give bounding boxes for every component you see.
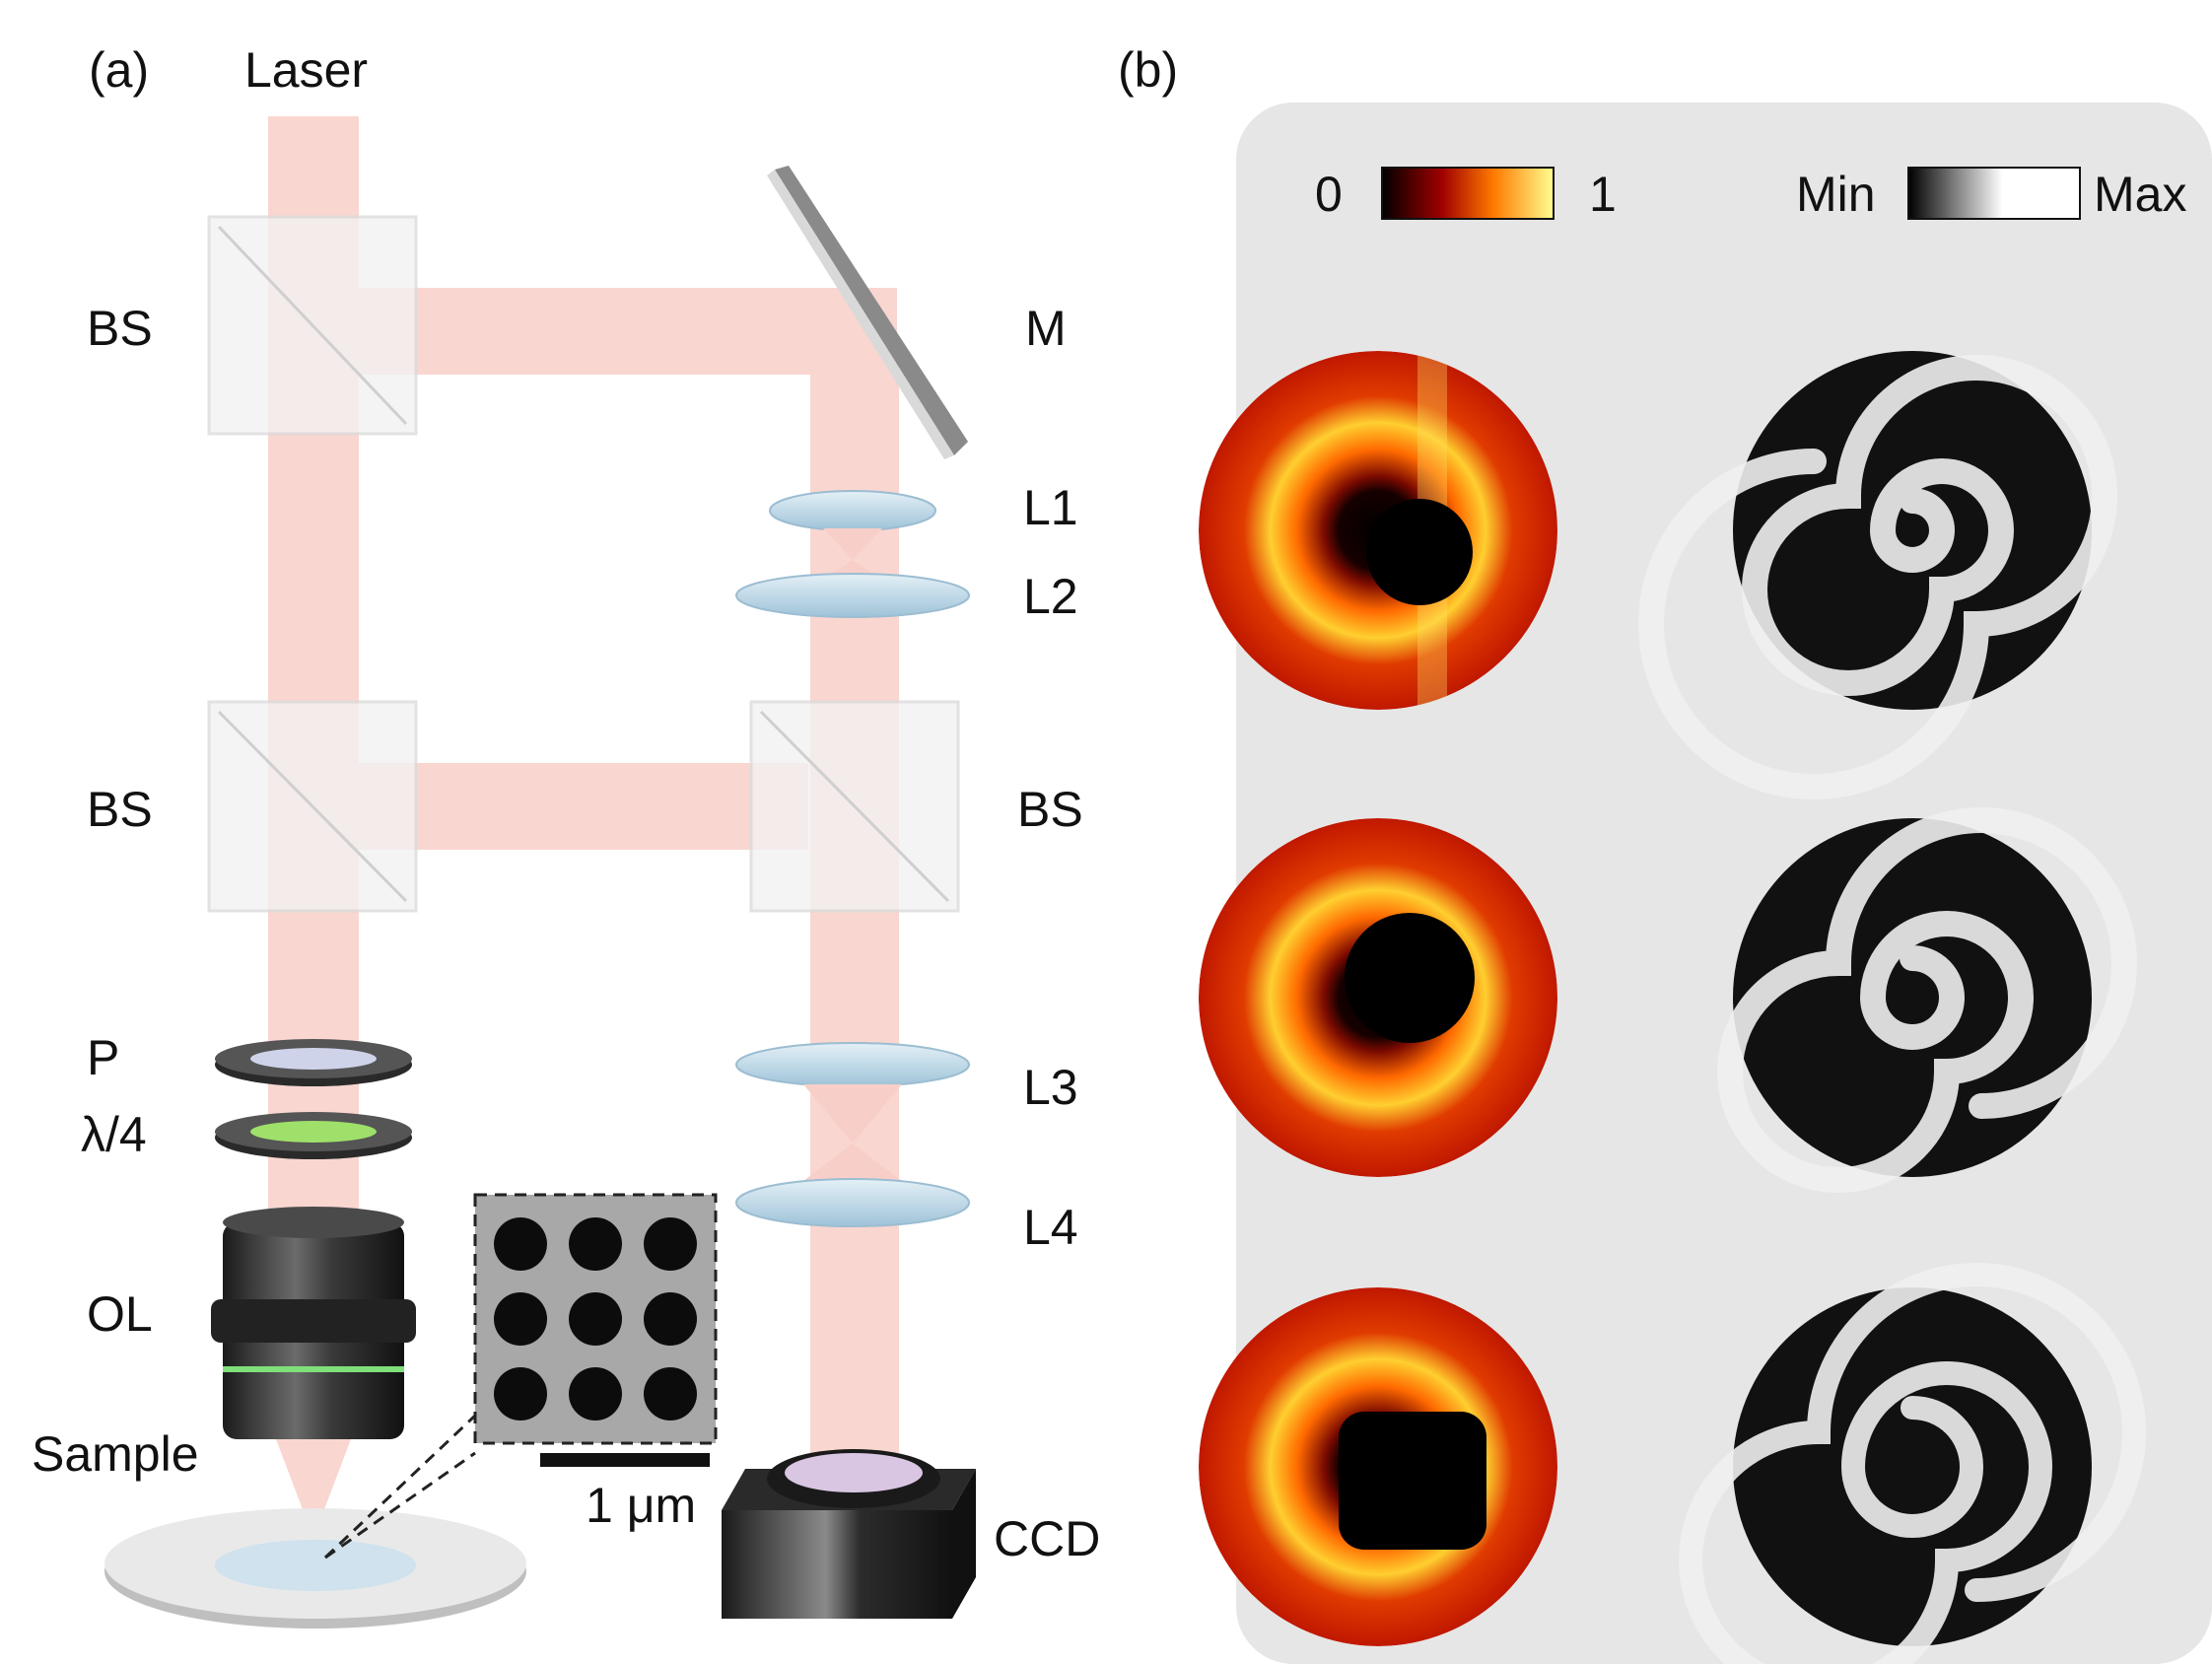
beamsplitter-mid-left: [207, 700, 418, 913]
interference-colorbar-max: Max: [2094, 167, 2186, 222]
polarizer: [215, 1039, 412, 1086]
objective-lens: [211, 1207, 416, 1439]
laser-label: Laser: [244, 42, 368, 98]
beamsplitter-top: [207, 215, 418, 436]
quarter-wave-label: λ/4: [81, 1107, 147, 1162]
interference-pattern-1: [1638, 351, 2117, 799]
bs-top-label: BS: [87, 301, 153, 356]
focus-l3-l4: [803, 1084, 902, 1181]
intensity-map-2: [1199, 818, 1557, 1177]
panel-b-label: (b): [1118, 42, 1178, 98]
beamsplitter-mid-right: [749, 700, 960, 913]
focused-beam: [276, 1439, 351, 1538]
intensity-colorbar-min: 0: [1315, 167, 1343, 222]
focus-l1-l2: [823, 528, 882, 580]
lens-l3: [735, 1042, 970, 1087]
bs-mid-left-label: BS: [87, 782, 153, 837]
lens-l1-label: L1: [1023, 480, 1078, 535]
sem-inset: [323, 1193, 718, 1560]
intensity-colorbar-max: 1: [1589, 167, 1617, 222]
quarter-wave-plate: [215, 1112, 412, 1159]
objective-label: OL: [87, 1286, 153, 1342]
mirror: [767, 166, 968, 459]
lens-l2-label: L2: [1023, 569, 1078, 624]
ccd-label: CCD: [994, 1511, 1100, 1566]
intensity-map-3: [1199, 1287, 1557, 1646]
polarizer-label: P: [87, 1030, 119, 1085]
mirror-label: M: [1025, 301, 1067, 356]
sample-stage: [104, 1508, 526, 1629]
sem-holes: [494, 1217, 697, 1421]
sample-label: Sample: [32, 1426, 199, 1482]
panel-a-label: (a): [89, 42, 149, 98]
ccd-camera: [722, 1449, 976, 1619]
scale-bar: [540, 1453, 710, 1467]
lens-l1: [769, 490, 936, 531]
lens-l2: [735, 573, 970, 618]
interference-pattern-3: [1679, 1263, 2146, 1664]
intensity-colorbar: [1381, 167, 1555, 220]
interference-colorbar-min: Min: [1796, 167, 1876, 222]
bs-mid-right-label: BS: [1017, 782, 1083, 837]
interference-colorbar: [1907, 167, 2081, 220]
scale-bar-label: 1 μm: [586, 1478, 696, 1533]
lens-l3-label: L3: [1023, 1060, 1078, 1115]
interference-pattern-2: [1717, 807, 2137, 1193]
intensity-map-1: [1199, 351, 1557, 710]
lens-l4-label: L4: [1023, 1200, 1078, 1255]
lens-l4: [735, 1178, 970, 1227]
